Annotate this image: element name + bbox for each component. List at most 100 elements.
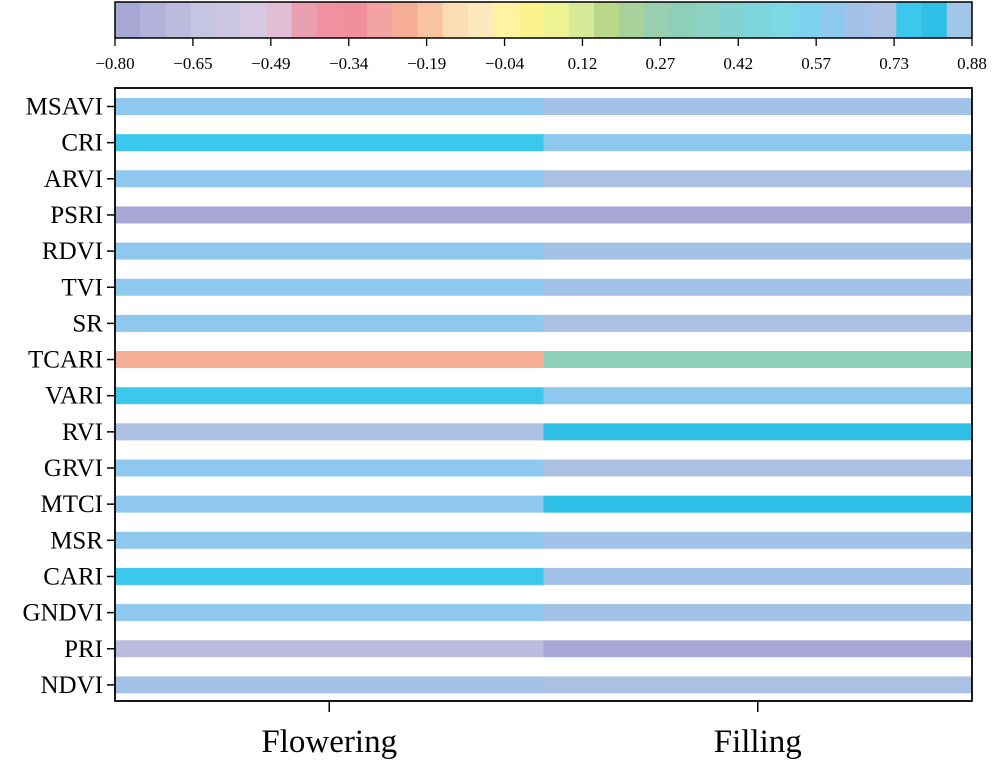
colorbar-swatch — [241, 2, 267, 38]
heatmap-cell — [543, 640, 972, 658]
colorbar-swatch — [291, 2, 318, 38]
row-label: RDVI — [42, 238, 103, 265]
heatmap-cell — [115, 314, 544, 332]
colorbar-swatch — [795, 2, 822, 38]
colorbar-swatch — [266, 2, 293, 38]
heatmap-cell — [543, 387, 972, 405]
row-label: SR — [72, 310, 103, 337]
colorbar-tick-label: −0.04 — [485, 54, 525, 73]
heatmap-cell — [115, 567, 544, 585]
heatmap-cell — [115, 495, 544, 513]
heatmap-cell — [115, 640, 544, 658]
heatmap-cell — [543, 170, 972, 188]
colorbar-swatch — [115, 2, 141, 38]
colorbar-ticks: −0.80 −0.65 −0.49 −0.34 −0.19 −0.04 0.12 0.27 0.… — [95, 38, 987, 73]
row-label: TCARI — [28, 347, 103, 374]
column-label: Filling — [714, 724, 802, 760]
row-label: ARVI — [44, 166, 103, 193]
colorbar-swatch — [770, 2, 797, 38]
colorbar-tick-label: 0.12 — [568, 54, 598, 73]
column-label: Flowering — [261, 724, 397, 760]
colorbar-tick-label: −0.65 — [173, 54, 212, 73]
colorbar-swatch — [543, 2, 570, 38]
heatmap-cell — [543, 459, 972, 477]
heatmap-cell — [115, 351, 544, 369]
colorbar-tick-label: −0.19 — [407, 54, 446, 73]
row-labels: MSAVI CRI ARVI PSRI RDVI TVI SR TCARI VARI RVI GRV… — [22, 94, 115, 699]
heatmap-cell — [115, 242, 544, 260]
heatmap-cell — [543, 531, 972, 549]
colorbar-swatch — [593, 2, 620, 38]
colorbar-tick-label: −0.49 — [251, 54, 290, 73]
heatmap-cell — [115, 604, 544, 622]
row-label: CARI — [43, 563, 103, 590]
heatmap-cell — [543, 351, 972, 369]
colorbar-tick-label: 0.27 — [645, 54, 675, 73]
row-label: TVI — [61, 274, 103, 301]
column-labels: Flowering Filling — [261, 701, 802, 760]
heatmap-cell — [115, 387, 544, 405]
heatmap-cell — [115, 423, 544, 441]
colorbar-swatch — [669, 2, 696, 38]
colorbar-swatch — [165, 2, 192, 38]
heatmap-cell — [543, 567, 972, 585]
heatmap-cell — [543, 134, 972, 152]
heatmap-cell — [543, 314, 972, 332]
heatmap-cell — [115, 98, 544, 115]
plot-frame — [114, 87, 973, 702]
row-label: PSRI — [50, 202, 103, 229]
heatmap-cell — [543, 495, 972, 513]
row-label: VARI — [45, 383, 103, 410]
heatmap-cell — [115, 206, 544, 224]
heatmap-cell — [543, 604, 972, 622]
colorbar-swatch — [215, 2, 242, 38]
colorbar-swatch — [745, 2, 771, 38]
row-label: MSR — [50, 527, 103, 554]
row-label: GRVI — [44, 455, 103, 482]
heatmap-cell — [115, 531, 544, 549]
colorbar-swatch — [341, 2, 368, 38]
heatmap-cell — [115, 459, 544, 477]
colorbar-swatch — [871, 2, 897, 38]
heatmap-cell — [115, 278, 544, 296]
row-label: MSAVI — [26, 94, 103, 121]
colorbar-frame — [114, 1, 973, 39]
colorbar-tick-label: 0.88 — [957, 54, 987, 73]
heatmap-cell — [115, 676, 544, 694]
colorbar-swatch — [820, 2, 847, 38]
heatmap-cells — [115, 98, 972, 694]
colorbar — [115, 2, 973, 38]
colorbar-swatch — [442, 2, 469, 38]
colorbar-swatch — [644, 2, 671, 38]
row-label: GNDVI — [22, 600, 103, 627]
colorbar-swatch — [921, 2, 948, 38]
heatmap-cell — [543, 206, 972, 224]
heatmap-cell — [115, 134, 544, 152]
colorbar-swatch — [694, 2, 721, 38]
colorbar-tick-label: −0.80 — [95, 54, 134, 73]
colorbar-swatch — [568, 2, 595, 38]
colorbar-tick-label: −0.34 — [329, 54, 369, 73]
colorbar-swatch — [392, 2, 419, 38]
colorbar-tick-label: 0.42 — [723, 54, 753, 73]
colorbar-swatch — [493, 2, 519, 38]
colorbar-swatch — [619, 2, 645, 38]
heatmap-cell — [543, 242, 972, 260]
colorbar-swatch — [467, 2, 494, 38]
colorbar-swatch — [896, 2, 923, 38]
heatmap-cell — [543, 423, 972, 441]
colorbar-swatch — [417, 2, 444, 38]
row-label: NDVI — [41, 672, 104, 699]
colorbar-swatch — [946, 2, 973, 38]
colorbar-swatch — [316, 2, 343, 38]
colorbar-swatch — [190, 2, 217, 38]
colorbar-tick-label: 0.57 — [801, 54, 831, 73]
row-label: PRI — [64, 636, 103, 663]
colorbar-swatch — [719, 2, 746, 38]
colorbar-swatch — [140, 2, 167, 38]
row-label: MTCI — [41, 491, 104, 518]
heatmap-cell — [543, 676, 972, 694]
row-label: CRI — [61, 130, 103, 157]
heatmap-cell — [115, 170, 544, 188]
